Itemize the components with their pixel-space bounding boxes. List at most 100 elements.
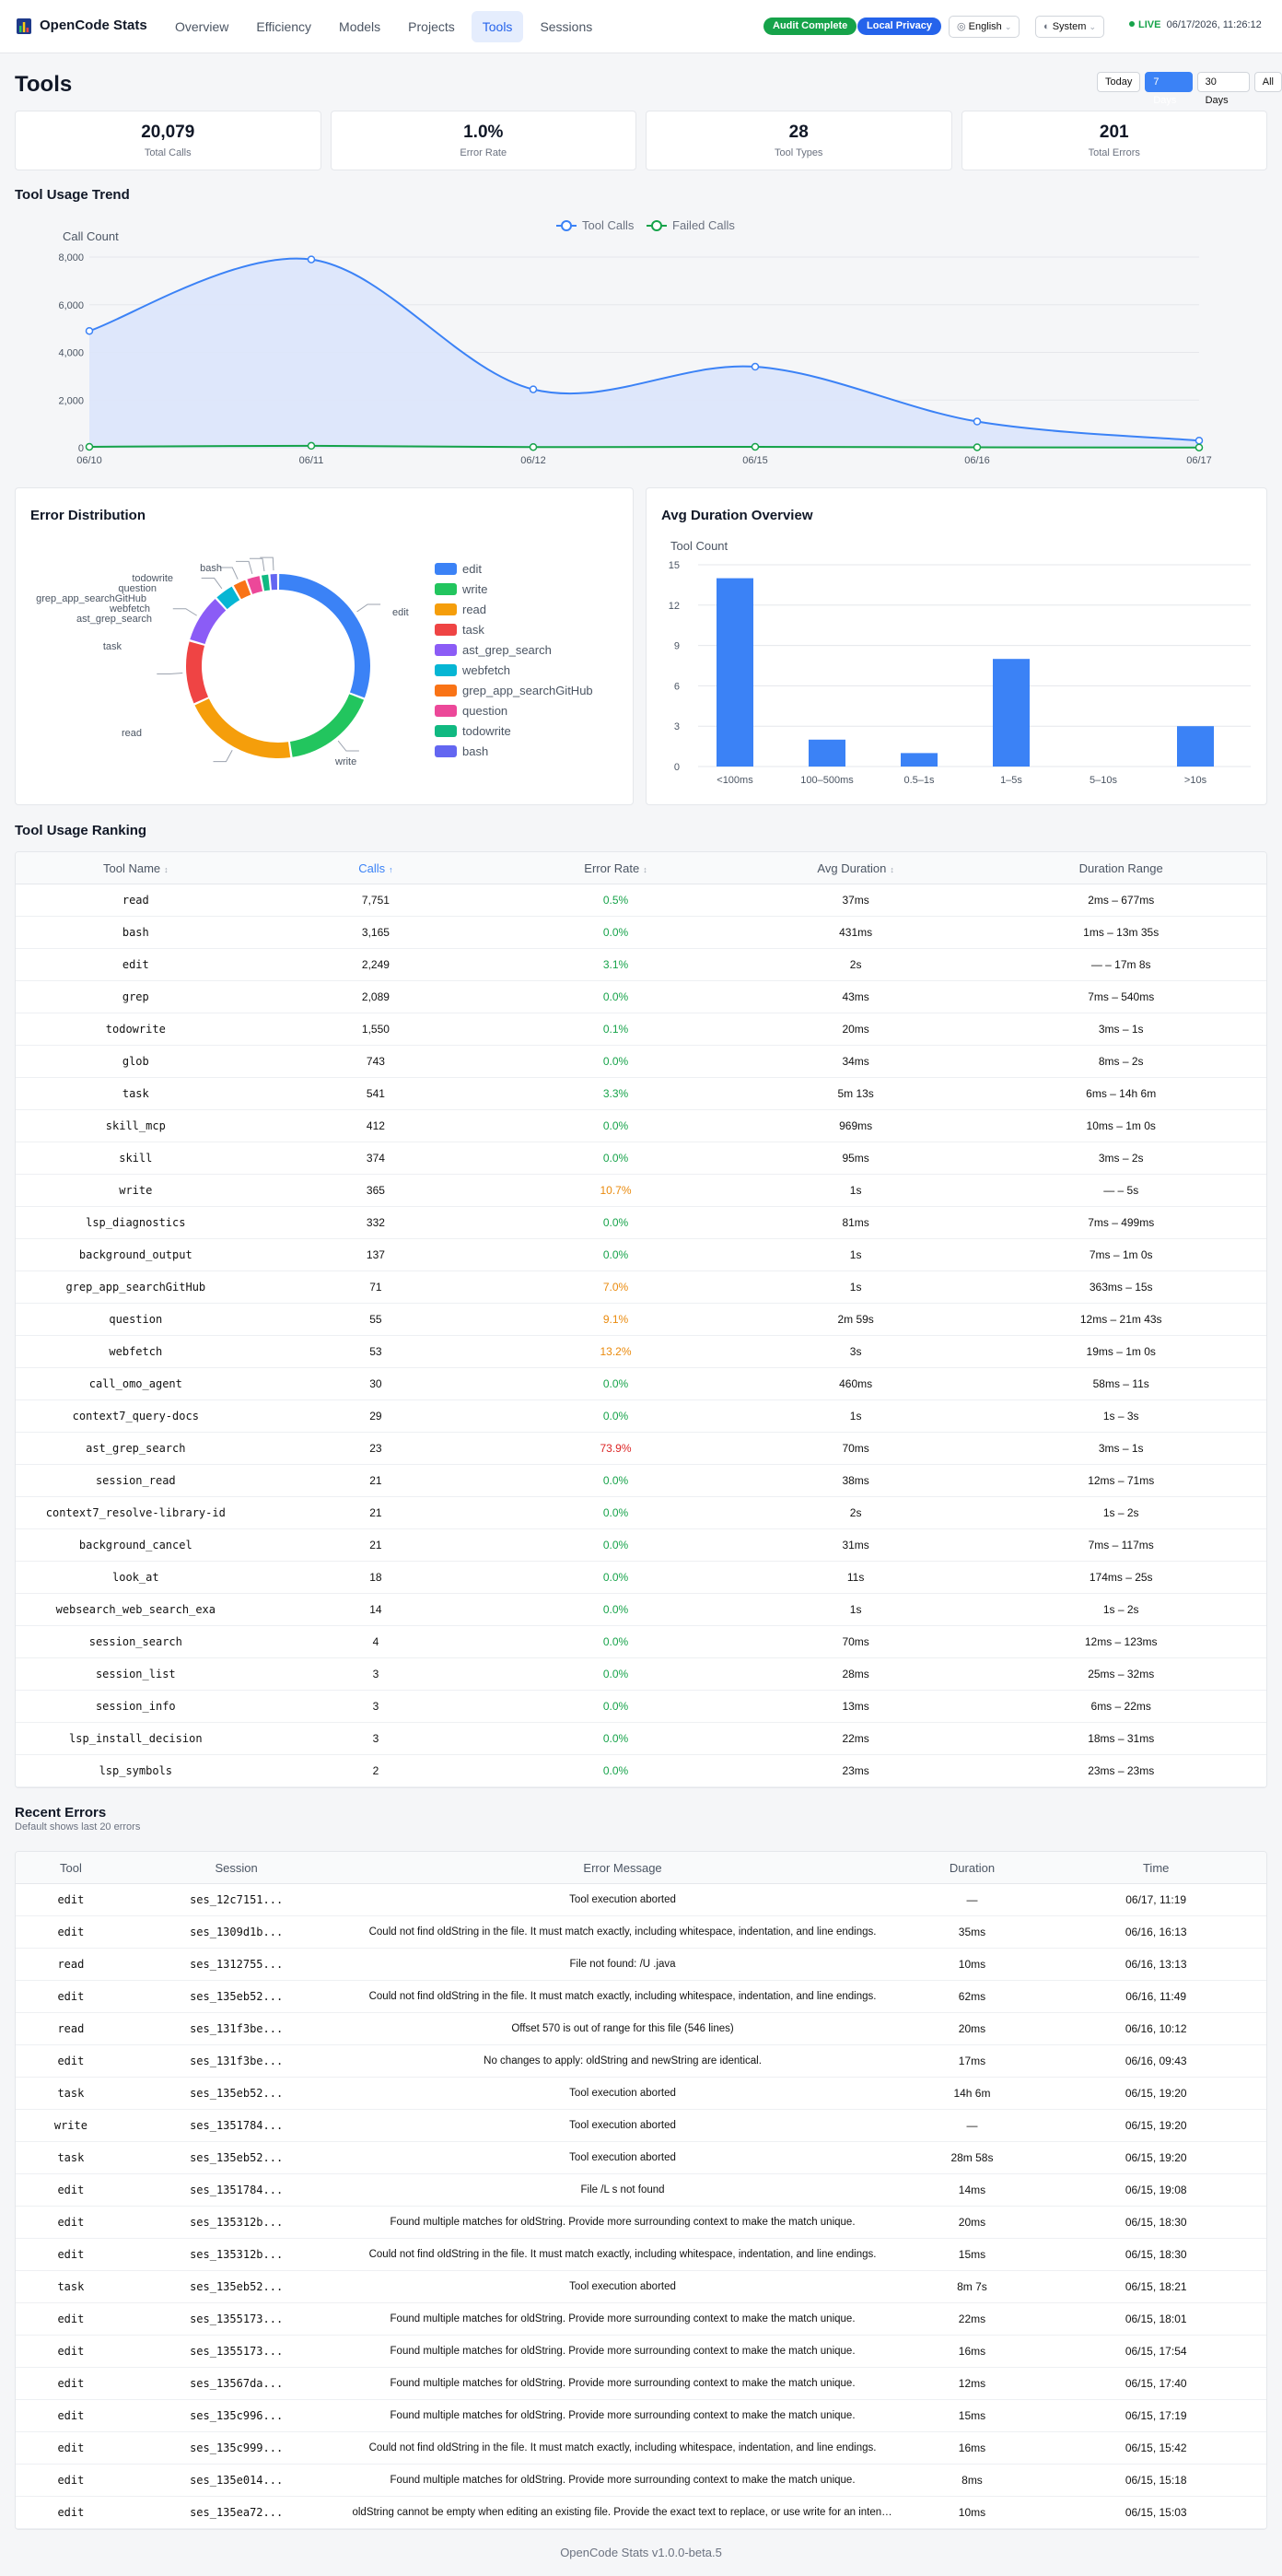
error-row[interactable]: edit ses_135ea72... oldString cannot be em… xyxy=(16,2497,1266,2529)
error-row[interactable]: read ses_131f3be... Offset 570 is out of r… xyxy=(16,2013,1266,2045)
table-row[interactable]: grep 2,089 0.0% 43ms 7ms – 540ms xyxy=(16,981,1266,1013)
table-row[interactable]: look_at 18 0.0% 11s 174ms – 25s xyxy=(16,1562,1266,1594)
legend-item[interactable]: webfetch xyxy=(435,663,510,677)
table-row[interactable]: skill 374 0.0% 95ms 3ms – 2s xyxy=(16,1142,1266,1175)
data-point[interactable] xyxy=(751,442,760,451)
error-row[interactable]: edit ses_135c999... Could not find oldStri… xyxy=(16,2432,1266,2465)
table-row[interactable]: context7_resolve-library-id 21 0.0% 2s 1s – … xyxy=(16,1497,1266,1529)
bar-5[interactable] xyxy=(1177,726,1214,767)
table-row[interactable]: write 365 10.7% 1s — – 5s xyxy=(16,1175,1266,1207)
error-row[interactable]: edit ses_135e014... Found multiple matches… xyxy=(16,2465,1266,2497)
table-row[interactable]: websearch_web_search_exa 14 0.0% 1s 1s – 2s xyxy=(16,1594,1266,1626)
table-row[interactable]: grep_app_searchGitHub 71 7.0% 1s 363ms – 15s xyxy=(16,1271,1266,1304)
nav-tab-sessions[interactable]: Sessions xyxy=(540,19,593,34)
slice-write[interactable] xyxy=(289,694,365,757)
legend-item[interactable]: todowrite xyxy=(435,724,511,738)
table-row[interactable]: lsp_diagnostics 332 0.0% 81ms 7ms – 499ms xyxy=(16,1207,1266,1239)
table-row[interactable]: webfetch 53 13.2% 3s 19ms – 1m 0s xyxy=(16,1336,1266,1368)
error-row[interactable]: task ses_135eb52... Tool execution aborted… xyxy=(16,2271,1266,2303)
error-row[interactable]: write ses_1351784... Tool execution aborte… xyxy=(16,2110,1266,2142)
legend-item[interactable]: bash xyxy=(435,744,488,758)
data-point[interactable] xyxy=(529,442,538,451)
error-row[interactable]: edit ses_1355173... Found multiple matches… xyxy=(16,2336,1266,2368)
error-row[interactable]: edit ses_13567da... Found multiple matches… xyxy=(16,2368,1266,2400)
nav-tab-projects[interactable]: Projects xyxy=(408,19,455,34)
bar-2[interactable] xyxy=(901,753,938,767)
data-point[interactable] xyxy=(85,442,94,451)
error-row[interactable]: edit ses_135eb52... Could not find oldStri… xyxy=(16,1981,1266,2013)
table-row[interactable]: question 55 9.1% 2m 59s 12ms – 21m 43s xyxy=(16,1304,1266,1336)
table-row[interactable]: skill_mcp 412 0.0% 969ms 10ms – 1m 0s xyxy=(16,1110,1266,1142)
bar-1[interactable] xyxy=(809,739,845,767)
legend-item[interactable]: Failed Calls xyxy=(647,218,735,232)
nav-tab-efficiency[interactable]: Efficiency xyxy=(256,19,312,34)
range-all[interactable]: All xyxy=(1253,72,1282,92)
error-row[interactable]: edit ses_131f3be... No changes to apply: o… xyxy=(16,2045,1266,2078)
error-row[interactable]: edit ses_1309d1b... Could not find oldStri… xyxy=(16,1916,1266,1949)
nav-tab-overview[interactable]: Overview xyxy=(175,19,229,34)
data-point[interactable] xyxy=(529,385,538,393)
bar-3[interactable] xyxy=(993,659,1030,767)
range-7-days[interactable]: 7 Days xyxy=(1145,72,1193,106)
slice-question[interactable] xyxy=(247,576,263,594)
table-row[interactable]: session_read 21 0.0% 38ms 12ms – 71ms xyxy=(16,1465,1266,1497)
error-row[interactable]: edit ses_135c996... Found multiple matches… xyxy=(16,2400,1266,2432)
table-row[interactable]: background_cancel 21 0.0% 31ms 7ms – 117ms xyxy=(16,1529,1266,1562)
error-row[interactable]: edit ses_12c7151... Tool execution aborted… xyxy=(16,1884,1266,1916)
table-row[interactable]: lsp_install_decision 3 0.0% 22ms 18ms – 31ms xyxy=(16,1723,1266,1755)
nav-tab-models[interactable]: Models xyxy=(339,19,381,34)
slice-grep_app_searchGitHub[interactable] xyxy=(233,580,251,600)
slice-webfetch[interactable] xyxy=(216,586,240,610)
table-row[interactable]: glob 743 0.0% 34ms 8ms – 2s xyxy=(16,1046,1266,1078)
column-header-1[interactable]: Calls ↑ xyxy=(256,861,496,875)
table-row[interactable]: session_list 3 0.0% 28ms 25ms – 32ms xyxy=(16,1658,1266,1691)
table-row[interactable]: todowrite 1,550 0.1% 20ms 3ms – 1s xyxy=(16,1013,1266,1046)
legend-item[interactable]: task xyxy=(435,623,484,637)
table-row[interactable]: background_output 137 0.0% 1s 7ms – 1m 0s xyxy=(16,1239,1266,1271)
table-row[interactable]: session_search 4 0.0% 70ms 12ms – 123ms xyxy=(16,1626,1266,1658)
table-row[interactable]: ast_grep_search 23 73.9% 70ms 3ms – 1s xyxy=(16,1433,1266,1465)
table-row[interactable]: edit 2,249 3.1% 2s — – 17m 8s xyxy=(16,949,1266,981)
theme-select[interactable]: ◐ System ⌄ xyxy=(1035,16,1105,38)
slice-bash[interactable] xyxy=(270,574,278,591)
error-row[interactable]: edit ses_1351784... File /L s not found 14m… xyxy=(16,2174,1266,2207)
data-point[interactable] xyxy=(1195,443,1204,451)
bar-0[interactable] xyxy=(717,578,753,767)
table-row[interactable]: lsp_symbols 2 0.0% 23ms 23ms – 23ms xyxy=(16,1755,1266,1787)
table-row[interactable]: call_omo_agent 30 0.0% 460ms 58ms – 11s xyxy=(16,1368,1266,1400)
data-point[interactable] xyxy=(307,441,316,451)
legend-item[interactable]: write xyxy=(435,582,487,596)
column-header-3[interactable]: Avg Duration ↕ xyxy=(736,861,976,875)
column-header-2[interactable]: Error Rate ↕ xyxy=(495,861,736,875)
error-row[interactable]: edit ses_135312b... Found multiple matches… xyxy=(16,2207,1266,2239)
data-point[interactable] xyxy=(973,417,982,426)
column-header-0[interactable]: Tool Name ↕ xyxy=(16,861,256,875)
slice-task[interactable] xyxy=(185,641,209,704)
table-row[interactable]: context7_query-docs 29 0.0% 1s 1s – 3s xyxy=(16,1400,1266,1433)
legend-item[interactable]: ast_grep_search xyxy=(435,643,552,657)
nav-tab-tools[interactable]: Tools xyxy=(471,11,524,42)
error-row[interactable]: task ses_135eb52... Tool execution aborted… xyxy=(16,2078,1266,2110)
table-row[interactable]: bash 3,165 0.0% 431ms 1ms – 13m 35s xyxy=(16,917,1266,949)
table-row[interactable]: task 541 3.3% 5m 13s 6ms – 14h 6m xyxy=(16,1078,1266,1110)
legend-item[interactable]: grep_app_searchGitHub xyxy=(435,684,593,697)
legend-item[interactable]: Tool Calls xyxy=(556,218,635,232)
table-row[interactable]: read 7,751 0.5% 37ms 2ms – 677ms xyxy=(16,884,1266,917)
data-point[interactable] xyxy=(307,255,316,263)
slice-todowrite[interactable] xyxy=(261,574,270,591)
slice-ast_grep_search[interactable] xyxy=(190,599,227,644)
language-select[interactable]: ◎ English ⌄ xyxy=(949,16,1020,38)
data-point[interactable] xyxy=(85,326,94,335)
data-point[interactable] xyxy=(751,362,760,371)
slice-edit[interactable] xyxy=(278,574,370,698)
data-point[interactable] xyxy=(1195,436,1204,445)
legend-item[interactable]: question xyxy=(435,704,507,718)
slice-read[interactable] xyxy=(194,698,291,758)
legend-item[interactable]: read xyxy=(435,603,486,616)
range-today[interactable]: Today xyxy=(1097,72,1141,92)
error-row[interactable]: edit ses_1355173... Found multiple matches… xyxy=(16,2303,1266,2336)
table-row[interactable]: session_info 3 0.0% 13ms 6ms – 22ms xyxy=(16,1691,1266,1723)
legend-item[interactable]: edit xyxy=(435,562,482,576)
error-row[interactable]: task ses_135eb52... Tool execution aborted… xyxy=(16,2142,1266,2174)
error-row[interactable]: edit ses_135312b... Could not find oldStri… xyxy=(16,2239,1266,2271)
